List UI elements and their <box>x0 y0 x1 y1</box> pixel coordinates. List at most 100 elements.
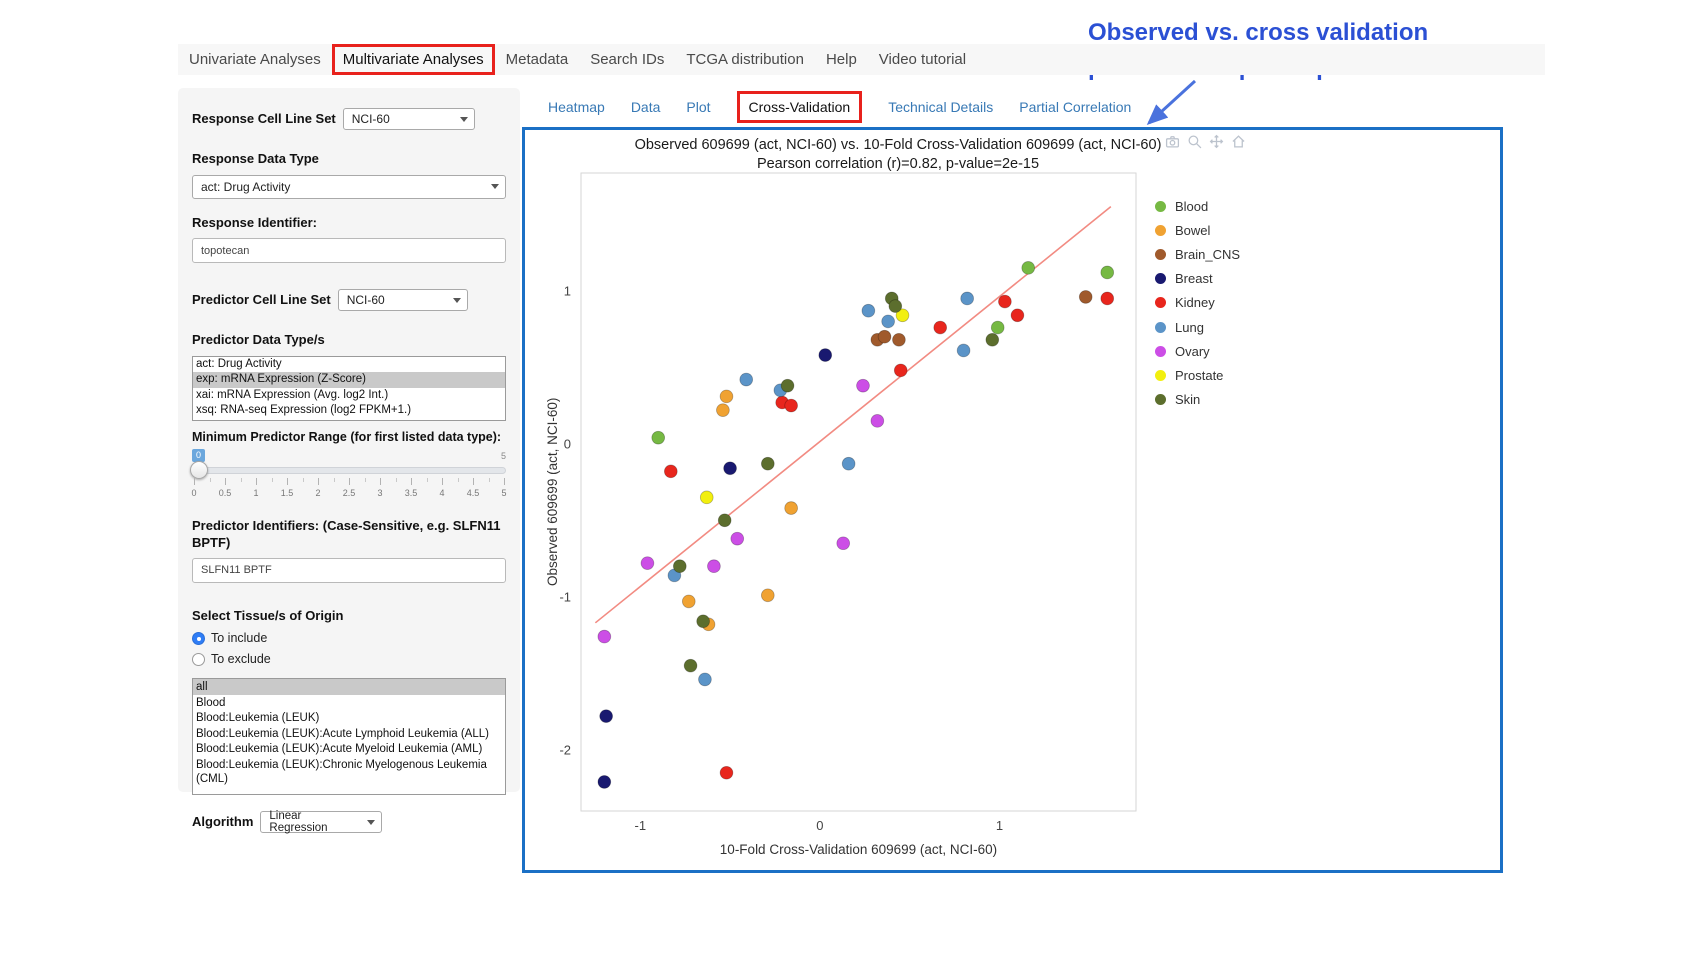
scatter-point-ovary[interactable] <box>856 378 870 393</box>
tissue-include-radio[interactable]: To include <box>192 631 506 645</box>
min-predictor-range-label: Minimum Predictor Range (for first liste… <box>192 429 502 444</box>
scatter-point-lung[interactable] <box>960 291 974 306</box>
home-icon[interactable] <box>1231 134 1246 149</box>
predictor-data-type-option-exp-mrna-expression-z-score[interactable]: exp: mRNA Expression (Z-Score) <box>193 372 505 388</box>
scatter-point-lung[interactable] <box>956 343 971 358</box>
scatter-point-kidney[interactable] <box>719 765 734 780</box>
scatter-point-bowel[interactable] <box>760 588 775 603</box>
scatter-point-bowel[interactable] <box>719 389 734 404</box>
tab-technical-details[interactable]: Technical Details <box>888 99 994 115</box>
legend-item-ovary[interactable]: Ovary <box>1155 339 1240 363</box>
legend-item-skin[interactable]: Skin <box>1155 388 1240 412</box>
scatter-point-blood[interactable] <box>990 320 1005 335</box>
zoom-icon[interactable] <box>1187 134 1202 149</box>
legend-item-kidney[interactable]: Kidney <box>1155 291 1240 315</box>
response-identifier-input[interactable] <box>192 238 506 264</box>
scatter-point-skin[interactable] <box>696 614 710 629</box>
scatter-point-lung[interactable] <box>739 372 754 387</box>
response-data-type-select[interactable]: act: Drug Activity <box>192 174 506 199</box>
legend-item-prostate[interactable]: Prostate <box>1155 363 1240 387</box>
min-predictor-range-slider[interactable]: 0 5 0 0.5 1 1.5 2 2.5 3 3.5 4 4.5 5 <box>190 448 507 505</box>
nav-item-multivariate-analyses[interactable]: Multivariate Analyses <box>331 44 495 75</box>
algorithm-select[interactable]: Linear Regression <box>260 810 383 834</box>
tab-plot[interactable]: Plot <box>686 99 711 115</box>
tab-cross-validation[interactable]: Cross-Validation <box>736 91 863 123</box>
scatter-point-skin[interactable] <box>683 658 698 673</box>
scatter-point-skin[interactable] <box>760 456 775 471</box>
scatter-point-ovary[interactable] <box>836 536 851 551</box>
scatter-point-bowel[interactable] <box>681 594 696 609</box>
scatter-point-kidney[interactable] <box>998 294 1012 309</box>
legend-item-brain-cns[interactable]: Brain_CNS <box>1155 242 1240 266</box>
slider-handle[interactable] <box>190 460 208 479</box>
scatter-point-skin[interactable] <box>985 332 1000 347</box>
scatter-point-breast[interactable] <box>597 775 612 789</box>
nav-item-search-ids[interactable]: Search IDs <box>590 51 665 68</box>
tissue-option-blood-leukemia-leuk-chronic-myelogenous-[interactable]: Blood:Leukemia (LEUK):Chronic Myelogenou… <box>196 758 487 786</box>
scatter-point-kidney[interactable] <box>933 320 948 335</box>
legend-item-breast[interactable]: Breast <box>1155 267 1240 291</box>
scatter-point-ovary[interactable] <box>730 531 745 546</box>
scatter-point-blood[interactable] <box>1100 265 1115 280</box>
tab-heatmap[interactable]: Heatmap <box>548 99 605 115</box>
scatter-point-bowel[interactable] <box>716 403 730 417</box>
scatter-point-lung[interactable] <box>698 672 712 687</box>
scatter-point-brain-cns[interactable] <box>877 329 892 344</box>
scatter-point-skin[interactable] <box>780 378 795 393</box>
camera-icon[interactable] <box>1165 134 1180 149</box>
scatter-point-kidney[interactable] <box>664 464 678 479</box>
tissue-exclude-radio[interactable]: To exclude <box>192 652 506 666</box>
scatter-point-breast[interactable] <box>599 709 613 723</box>
tissue-option-blood-leukemia-leuk-acute-lymphoid-leuke[interactable]: Blood:Leukemia (LEUK):Acute Lymphoid Leu… <box>196 727 489 740</box>
scatter-point-ovary[interactable] <box>597 629 612 644</box>
scatter-point-prostate[interactable] <box>699 490 714 505</box>
scatter-point-ovary[interactable] <box>707 559 721 574</box>
scatter-point-kidney[interactable] <box>1100 291 1115 306</box>
nav-item-video-tutorial[interactable]: Video tutorial <box>878 51 967 68</box>
scatter-point-breast[interactable] <box>818 348 833 362</box>
predictor-data-types-listbox[interactable]: act: Drug Activity exp: mRNA Expression (… <box>192 355 506 421</box>
scatter-point-kidney[interactable] <box>893 363 908 378</box>
scatter-point-lung[interactable] <box>861 303 876 318</box>
legend-item-lung[interactable]: Lung <box>1155 315 1240 339</box>
legend-item-bowel[interactable]: Bowel <box>1155 218 1240 242</box>
predictor-data-type-option-act-drug-activity[interactable]: act: Drug Activity <box>196 357 282 370</box>
tissue-origin-listbox[interactable]: all Blood Blood:Leukemia (LEUK) Blood:Leuke… <box>192 678 506 796</box>
scatter-point-skin[interactable] <box>672 559 687 574</box>
scatter-point-bowel[interactable] <box>784 501 798 515</box>
scatter-point-ovary[interactable] <box>640 556 655 570</box>
scatter-point-kidney[interactable] <box>784 398 798 413</box>
tissue-option-all[interactable]: all <box>193 679 505 695</box>
tab-partial-correlation[interactable]: Partial Correlation <box>1019 99 1132 115</box>
pan-icon[interactable] <box>1209 134 1224 149</box>
tissue-option-blood-leukemia-leuk[interactable]: Blood:Leukemia (LEUK) <box>196 712 320 725</box>
scatter-point-brain-cns[interactable] <box>1078 290 1093 304</box>
scatter-point-ovary[interactable] <box>870 414 885 428</box>
nav-item-metadata[interactable]: Metadata <box>505 51 569 68</box>
predictor-data-type-option-xai-mrna-expression-avg-log2-int[interactable]: xai: mRNA Expression (Avg. log2 Int.) <box>196 388 389 401</box>
scatter-point-prostate[interactable] <box>895 308 910 323</box>
predictor-cell-line-set-select[interactable]: NCI-60 <box>337 289 468 312</box>
slider-track[interactable] <box>192 466 506 474</box>
scatter-point-brain-cns[interactable] <box>892 332 906 347</box>
response-cell-line-set-select[interactable]: NCI-60 <box>342 108 475 130</box>
tissue-option-blood-leukemia-leuk-acute-myeloid-leukem[interactable]: Blood:Leukemia (LEUK):Acute Myeloid Leuk… <box>196 743 483 756</box>
tab-data[interactable]: Data <box>630 99 661 115</box>
scatter-point-blood[interactable] <box>651 430 666 445</box>
scatter-point-kidney[interactable] <box>1010 308 1025 323</box>
scatter-plot[interactable]: -2 -1 0 1 -1 0 1 <box>536 163 1146 843</box>
nav-item-help[interactable]: Help <box>825 51 857 68</box>
predictor-identifiers-input[interactable] <box>192 557 506 583</box>
scatter-point-blood[interactable] <box>1021 261 1036 275</box>
slider-tick <box>209 477 211 482</box>
scatter-point-lung[interactable] <box>841 456 856 471</box>
tissue-option-blood[interactable]: Blood <box>196 696 226 709</box>
nav-item-univariate-analyses[interactable]: Univariate Analyses <box>189 51 321 68</box>
scatter-point-breast[interactable] <box>723 461 737 476</box>
scatter-point-lung[interactable] <box>881 314 895 329</box>
legend-item-blood[interactable]: Blood <box>1155 194 1240 218</box>
predictor-data-type-option-xsq-rna-seq-expression-log2-fpkm-1[interactable]: xsq: RNA-seq Expression (log2 FPKM+1.) <box>196 404 412 417</box>
scatter-point-skin[interactable] <box>888 299 903 313</box>
nav-item-tcga-distribution[interactable]: TCGA distribution <box>686 51 804 68</box>
scatter-point-skin[interactable] <box>717 513 732 528</box>
